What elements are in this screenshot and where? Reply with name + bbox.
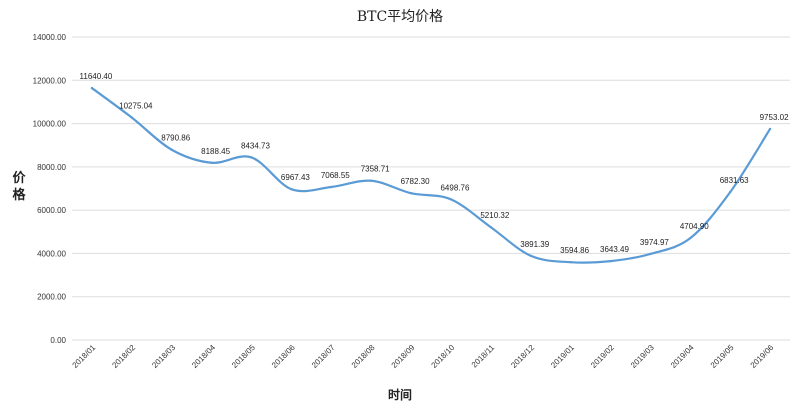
- x-tick-label: 2018/08: [350, 343, 377, 370]
- x-tick-label: 2018/11: [470, 343, 497, 370]
- data-label: 11640.40: [80, 72, 113, 81]
- series-line: [91, 87, 771, 264]
- x-tick-label: 2019/01: [549, 343, 576, 370]
- x-tick-label: 2019/03: [629, 343, 656, 370]
- data-label: 7358.71: [361, 165, 390, 174]
- data-point: [250, 156, 253, 159]
- data-label: 3643.49: [600, 245, 629, 254]
- y-tick-label: 8000.00: [37, 163, 66, 172]
- data-point: [728, 190, 732, 194]
- data-label: 9753.02: [760, 113, 789, 122]
- x-tick-label: 2019/04: [669, 343, 696, 370]
- data-point: [330, 185, 333, 189]
- x-axis-label: 时间: [387, 388, 412, 402]
- x-tick-label: 2018/09: [390, 343, 417, 370]
- data-label: 6831.63: [720, 176, 749, 185]
- y-tick-label: 2000.00: [37, 293, 66, 302]
- data-point: [768, 127, 772, 131]
- x-tick-label: 2018/10: [430, 343, 457, 370]
- data-point: [449, 198, 453, 201]
- data-point: [290, 188, 293, 191]
- y-axis-label: 价格: [12, 171, 26, 203]
- data-point: [609, 259, 612, 263]
- x-tick-label: 2018/04: [190, 343, 217, 370]
- data-label: 3891.39: [520, 240, 549, 249]
- data-label: 8790.86: [161, 134, 190, 143]
- data-label: 8188.45: [201, 147, 230, 156]
- x-tick-label: 2018/02: [110, 343, 137, 370]
- y-tick-label: 4000.00: [37, 249, 66, 258]
- data-point: [409, 192, 413, 195]
- data-label: 3974.97: [640, 238, 669, 247]
- x-tick-label: 2019/05: [709, 343, 736, 370]
- data-label: 7068.55: [321, 171, 350, 180]
- data-point: [170, 148, 173, 151]
- data-label: 8434.73: [241, 141, 270, 150]
- data-point: [130, 116, 134, 119]
- data-label: 5210.32: [480, 211, 509, 220]
- data-point: [90, 86, 94, 90]
- data-label: 6782.30: [401, 177, 430, 186]
- data-label: 4704.90: [680, 222, 709, 231]
- data-point: [689, 236, 692, 240]
- data-point: [489, 226, 493, 229]
- x-tick-label: 2018/12: [509, 343, 536, 370]
- x-tick-label: 2018/06: [270, 343, 297, 370]
- x-tick-label: 2018/01: [71, 343, 98, 370]
- data-point: [569, 260, 572, 264]
- data-point: [529, 254, 532, 257]
- data-point: [649, 252, 652, 256]
- y-tick-label: 14000.00: [33, 33, 67, 42]
- y-tick-label: 12000.00: [33, 76, 67, 85]
- x-tick-label: 2018/07: [310, 343, 337, 370]
- x-tick-label: 2019/06: [749, 343, 776, 370]
- data-point: [210, 161, 213, 164]
- data-label: 3594.86: [560, 246, 589, 255]
- y-tick-label: 10000.00: [33, 120, 67, 129]
- x-tick-label: 2018/05: [230, 343, 257, 370]
- x-tick-label: 2019/02: [589, 343, 616, 370]
- data-label: 6967.43: [281, 173, 310, 182]
- data-label: 10275.04: [119, 102, 153, 111]
- x-tick-label: 2018/03: [150, 343, 177, 370]
- chart-title: BTC平均价格: [356, 9, 444, 25]
- y-tick-label: 6000.00: [37, 206, 66, 215]
- y-tick-label: 0.00: [50, 336, 66, 345]
- data-point: [369, 179, 373, 182]
- data-label: 6498.76: [440, 183, 469, 192]
